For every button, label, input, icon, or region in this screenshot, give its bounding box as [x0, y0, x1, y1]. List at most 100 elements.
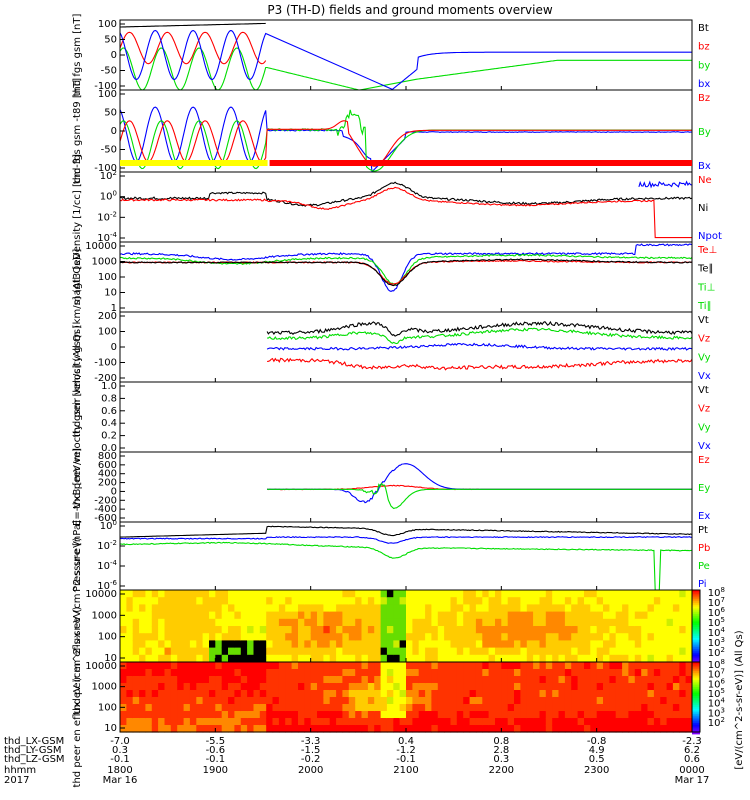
heatmap-cell: [132, 711, 140, 719]
heatmap-cell: [444, 683, 452, 691]
heatmap-cell: [336, 611, 344, 620]
heatmap-cell: [552, 626, 560, 634]
colorbar-swatch: [692, 601, 700, 604]
heatmap-cell: [647, 626, 655, 634]
heatmap-cell: [603, 690, 610, 698]
heatmap-cell: [170, 683, 178, 691]
heatmap-cell: [660, 718, 668, 726]
heatmap-cell: [539, 690, 547, 698]
heatmap-cell: [336, 697, 344, 705]
heatmap-cell: [336, 633, 344, 641]
heatmap-cell: [209, 725, 216, 733]
heatmap-cell: [348, 626, 356, 634]
heatmap-cell: [450, 676, 458, 684]
heatmap-cell: [571, 676, 579, 684]
heatmap-cell: [488, 626, 496, 634]
heatmap-cell: [164, 725, 172, 733]
heatmap-cell: [361, 618, 369, 627]
heatmap-cell: [431, 704, 439, 712]
heatmap-cell: [177, 590, 185, 598]
heatmap-cell: [202, 662, 210, 670]
heatmap-cell: [475, 690, 483, 698]
colorbar-swatch: [692, 712, 700, 715]
heatmap-cell: [666, 711, 674, 719]
heatmap-cell: [355, 662, 363, 670]
heatmap-cell: [514, 690, 521, 698]
heatmap-cell: [158, 669, 166, 677]
heatmap-cell: [183, 626, 191, 634]
heatmap-cell: [386, 697, 394, 705]
heatmap-cell: [590, 669, 598, 677]
heatmap-cell: [209, 640, 216, 649]
heatmap-cell: [234, 626, 242, 634]
heatmap-cell: [278, 618, 286, 627]
heatmap-cell: [609, 640, 617, 649]
heatmap-cell: [399, 626, 407, 634]
heatmap-cell: [215, 669, 223, 677]
heatmap-cell: [196, 662, 204, 670]
heatmap-cell: [126, 718, 134, 726]
heatmap-cell: [444, 697, 452, 705]
heatmap-cell: [469, 704, 477, 712]
heatmap-cell: [367, 604, 375, 613]
heatmap-cell: [444, 640, 452, 649]
heatmap-cell: [145, 633, 153, 641]
heatmap-cell: [558, 662, 566, 670]
heatmap-cell: [367, 676, 375, 684]
heatmap-cell: [304, 647, 312, 656]
orbit-value: 0.6: [684, 754, 700, 765]
heatmap-cell: [361, 711, 369, 719]
heatmap-cell: [323, 725, 331, 733]
heatmap-cell: [380, 626, 388, 634]
heatmap-cell: [310, 704, 318, 712]
heatmap-cell: [577, 626, 585, 634]
heatmap-cell: [590, 626, 598, 634]
heatmap-cell: [151, 690, 159, 698]
heatmap-cell: [596, 654, 604, 663]
heatmap-cell: [132, 633, 140, 641]
colorbar-tick-label: 108: [708, 658, 725, 671]
heatmap-cell: [215, 711, 223, 719]
series-line-ni: [120, 186, 692, 239]
heatmap-cell: [418, 711, 426, 719]
heatmap-cell: [259, 690, 267, 698]
heatmap-cell: [634, 683, 642, 691]
heatmap-cell: [660, 662, 668, 670]
heatmap-cell: [323, 704, 331, 712]
heatmap-cell: [170, 647, 178, 656]
colorbar-tick-label: 103: [708, 636, 725, 649]
heatmap-cell: [425, 647, 433, 656]
heatmap-cell: [291, 676, 299, 684]
heatmap-cell: [672, 590, 680, 598]
heatmap-cell: [367, 725, 375, 733]
heatmap-cell: [450, 662, 458, 670]
heatmap-cell: [552, 683, 560, 691]
heatmap-cell: [634, 633, 642, 641]
heatmap-cell: [145, 618, 153, 627]
heatmap-cell: [367, 690, 375, 698]
heatmap-cell: [444, 662, 452, 670]
heatmap-cell: [520, 647, 528, 656]
heatmap-cell: [495, 640, 502, 649]
heatmap-cell: [380, 611, 388, 620]
heatmap-cell: [653, 611, 661, 620]
heatmap-cell: [564, 718, 572, 726]
heatmap-cell: [145, 697, 153, 705]
colorbar-swatch: [692, 658, 700, 661]
heatmap-cell: [634, 718, 642, 726]
heatmap-cell: [571, 590, 579, 598]
heatmap-cell: [329, 669, 337, 677]
heatmap-cell: [615, 597, 623, 605]
heatmap-cell: [158, 640, 166, 649]
heatmap-cell: [444, 676, 452, 684]
heatmap-cell: [672, 597, 680, 605]
mode-bar-fast: [269, 160, 692, 166]
legend-pe: Pe: [698, 561, 710, 572]
heatmap-cell: [145, 611, 153, 620]
colorbar-swatch: [692, 726, 700, 729]
heatmap-cell: [653, 654, 661, 663]
heatmap-cell: [545, 647, 553, 656]
heatmap-cell: [603, 647, 610, 656]
heatmap-cell: [291, 626, 299, 634]
